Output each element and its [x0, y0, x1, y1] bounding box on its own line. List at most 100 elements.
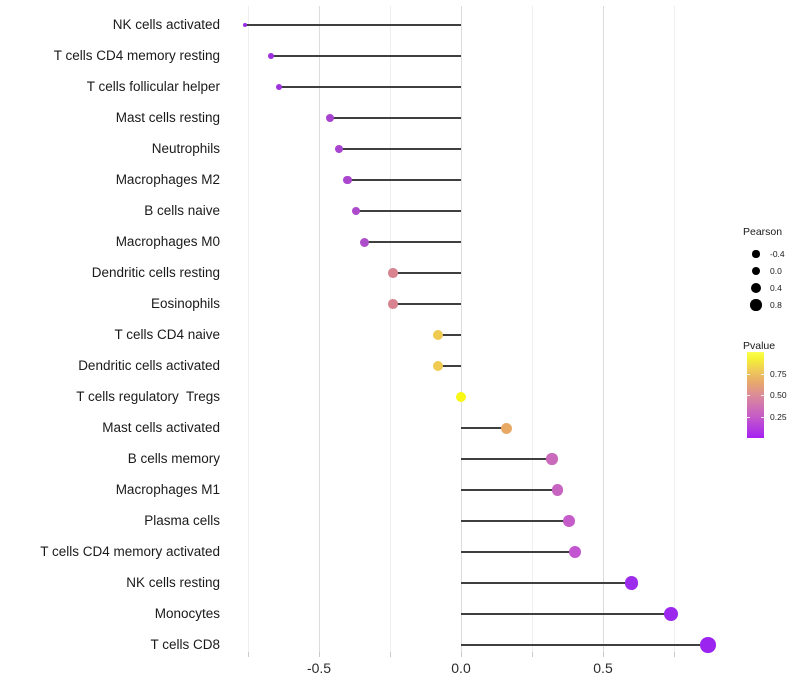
- x-axis-tick: [674, 652, 675, 657]
- y-axis-label: NK cells activated: [112, 17, 220, 32]
- colorbar-tick: [761, 395, 764, 396]
- y-axis-label: T cells follicular helper: [86, 79, 220, 94]
- data-point: [388, 299, 398, 309]
- gridline: [603, 6, 604, 652]
- y-axis-label: T cells CD4 naive: [114, 327, 220, 342]
- lollipop-stem: [461, 613, 672, 615]
- lollipop-stem: [461, 644, 709, 646]
- legend-pearson-title: Pearson: [743, 226, 783, 238]
- lollipop-stem: [392, 272, 461, 274]
- y-axis-label: NK cells resting: [126, 575, 220, 590]
- legend-size-label: -0.4: [770, 249, 785, 259]
- data-point: [351, 206, 361, 216]
- y-axis-label: Macrophages M0: [115, 234, 220, 249]
- y-axis-label: Dendritic cells activated: [78, 358, 220, 373]
- y-axis-label: Macrophages M1: [115, 482, 220, 497]
- lollipop-stem: [270, 55, 461, 57]
- x-axis-tick: [461, 652, 462, 657]
- legend-pvalue-title: Pvalue: [743, 340, 776, 352]
- gridline: [461, 6, 462, 652]
- colorbar-label: 0.25: [770, 411, 787, 422]
- y-axis-label: B cells naive: [144, 203, 220, 218]
- legend-size-label: 0.0: [770, 266, 782, 276]
- lollipop-stem: [330, 117, 461, 119]
- data-point: [267, 53, 274, 59]
- data-point: [455, 391, 467, 403]
- lollipop-stem: [364, 241, 461, 243]
- data-point: [334, 144, 343, 154]
- lollipop-stem: [245, 24, 461, 26]
- pvalue-colorbar: [747, 352, 764, 438]
- x-axis-tick: [319, 652, 320, 657]
- data-point: [568, 546, 581, 558]
- lollipop-stem: [338, 148, 461, 150]
- lollipop-stem: [279, 86, 461, 88]
- y-axis-label: T cells CD4 memory activated: [40, 544, 220, 559]
- colorbar-tick: [747, 395, 750, 396]
- legend-size-dot: [751, 266, 761, 276]
- lollipop-stem: [347, 179, 461, 181]
- gridline: [390, 6, 391, 652]
- gridline: [319, 6, 320, 652]
- legend-size-dot: [750, 299, 762, 311]
- lollipop-stem: [461, 489, 558, 491]
- data-point: [388, 268, 398, 278]
- y-axis-label: Mast cells resting: [115, 110, 220, 125]
- legend-size-dot: [751, 283, 761, 293]
- data-point: [276, 83, 283, 91]
- data-point: [243, 23, 248, 27]
- data-point: [500, 422, 512, 434]
- x-axis-label: -0.5: [306, 660, 332, 676]
- data-point: [663, 606, 679, 622]
- x-axis-tick: [248, 652, 249, 657]
- data-point: [433, 329, 444, 341]
- y-axis-label: Dendritic cells resting: [91, 265, 220, 280]
- y-axis-label: Plasma cells: [144, 513, 220, 528]
- lollipop-stem: [438, 365, 461, 367]
- gridline: [248, 6, 249, 652]
- colorbar-tick: [747, 416, 750, 418]
- data-point: [343, 175, 352, 185]
- colorbar-label: 0.75: [770, 368, 787, 379]
- y-axis-label: T cells CD4 memory resting: [53, 48, 220, 63]
- legend-size-label: 0.4: [770, 283, 782, 293]
- legend-size-dot: [752, 250, 760, 258]
- y-axis-label: Macrophages M2: [115, 172, 220, 187]
- y-axis-label: Eosinophils: [150, 296, 220, 311]
- data-point: [433, 360, 444, 372]
- lollipop-stem: [461, 520, 569, 522]
- data-point: [326, 114, 335, 122]
- lollipop-stem: [438, 334, 461, 336]
- data-point: [551, 484, 564, 496]
- x-axis-tick: [390, 652, 391, 657]
- data-point: [700, 637, 716, 653]
- lollipop-stem: [392, 303, 461, 305]
- colorbar-tick: [761, 373, 764, 375]
- gridline: [674, 6, 675, 652]
- x-axis-tick: [603, 652, 604, 657]
- legend-size-label: 0.8: [770, 300, 782, 310]
- colorbar-tick: [747, 373, 750, 375]
- x-axis-tick: [532, 652, 533, 657]
- y-axis-label: Mast cells activated: [102, 420, 220, 435]
- y-axis-label: Monocytes: [154, 606, 220, 621]
- y-axis-label: B cells memory: [127, 451, 220, 466]
- lollipop-stem: [355, 210, 461, 212]
- lollipop-stem: [461, 582, 632, 584]
- colorbar-label: 0.50: [770, 390, 787, 400]
- data-point: [359, 237, 369, 247]
- x-axis-label: 0.5: [593, 660, 613, 676]
- y-axis-label: T cells regulatory Tregs: [76, 389, 220, 404]
- lollipop-stem: [461, 427, 507, 429]
- y-axis-label: T cells CD8: [150, 637, 220, 652]
- lollipop-stem: [461, 458, 552, 460]
- gridline: [532, 6, 533, 652]
- y-axis-label: Neutrophils: [151, 141, 220, 156]
- lollipop-stem: [461, 551, 575, 553]
- x-axis-label: 0.0: [451, 660, 471, 676]
- data-point: [546, 453, 558, 465]
- data-point: [624, 576, 639, 590]
- colorbar-tick: [761, 416, 764, 418]
- data-point: [563, 515, 575, 527]
